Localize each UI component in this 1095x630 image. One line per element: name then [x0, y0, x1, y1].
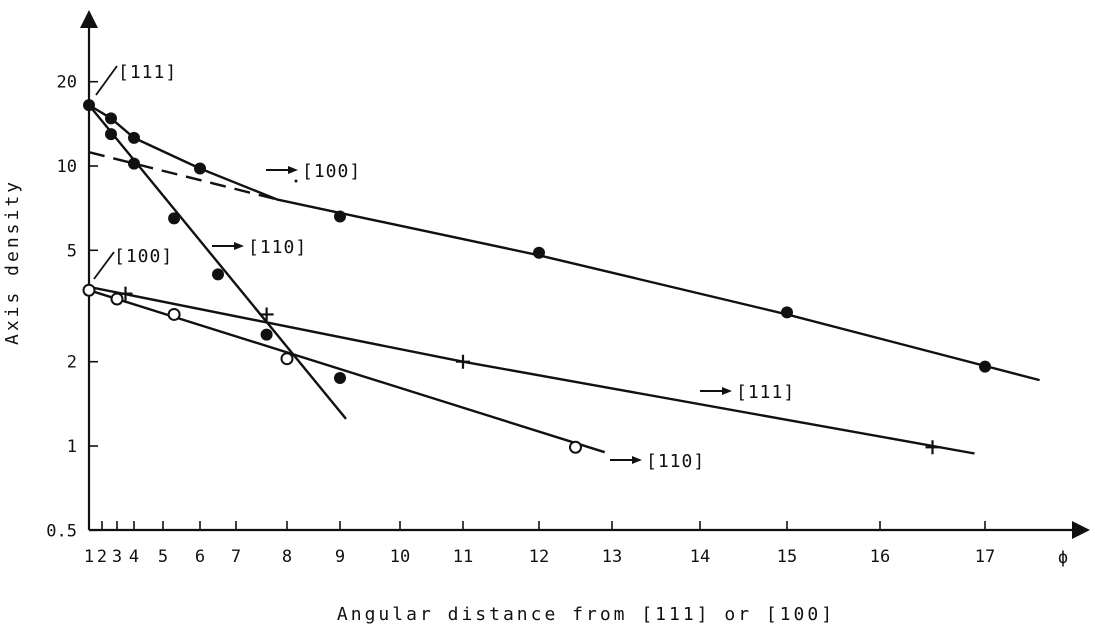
series-line-5 [88, 289, 606, 454]
y-tick-label: 2 [67, 353, 77, 373]
x-tick-label: 8 [282, 547, 292, 567]
x-tick-label: 12 [529, 547, 549, 567]
x-tick-label: 16 [870, 547, 890, 567]
series-lines [88, 104, 1040, 455]
x-axis-title: Angular distance from [111] or [100] [337, 604, 835, 625]
x-tick-label: 7 [231, 547, 241, 567]
x-tick-label: 1 [84, 547, 94, 567]
filled-circle-point [105, 112, 117, 125]
axes [80, 10, 1090, 539]
series-label-2: [110] [248, 237, 307, 258]
x-axis-end-label: ϕ [1058, 548, 1068, 568]
series-labels: [110] [100] [111] [110] [111] [100] [93, 62, 795, 472]
data-points [82, 99, 991, 455]
y-tick-label: 1 [67, 437, 77, 457]
filled-circle-point [83, 99, 95, 112]
filled-circle-point [979, 360, 991, 373]
filled-circle-point [128, 131, 140, 144]
annotation-leader-100 [93, 251, 115, 280]
series-line-1 [88, 104, 1040, 382]
x-axis-arrow [1072, 521, 1090, 539]
y-tick-label: 10 [57, 157, 77, 177]
x-tick-label: 2 [97, 547, 107, 567]
plus-point [456, 354, 470, 369]
x-tick-label: 6 [195, 547, 205, 567]
open-circle-point [280, 352, 294, 366]
series-line-3 [88, 151, 278, 201]
plus-point [259, 307, 274, 322]
open-circle-point [110, 292, 124, 306]
label-arrow-2-head [234, 242, 244, 250]
x-tick-label: 10 [390, 547, 410, 567]
filled-circle-point [334, 210, 346, 223]
open-circle-point [167, 307, 181, 321]
x-tick-label: 5 [158, 547, 168, 567]
label-arrow-4-head [722, 387, 732, 395]
series-line-2 [88, 104, 347, 420]
y-tick-label: 20 [57, 73, 77, 93]
filled-circle-point [533, 246, 545, 259]
filled-circle-point [128, 157, 140, 170]
y-tick-label: 5 [67, 241, 77, 261]
open-circle-point [82, 283, 96, 297]
plus-point [118, 286, 133, 301]
x-tick-label: 9 [335, 547, 345, 567]
filled-circle-point [781, 306, 793, 319]
series-label-4: [111] [736, 382, 795, 403]
x-tick-label: 14 [690, 547, 710, 567]
x-tick-label: 13 [602, 547, 622, 567]
series-label-5: [110] [646, 451, 705, 472]
x-tick-label: 11 [453, 547, 473, 567]
y-tick-label: 0.5 [46, 521, 77, 541]
label-arrow-3-head [288, 166, 298, 174]
filled-circle-point [194, 162, 206, 175]
x-tick-label: 15 [777, 547, 797, 567]
filled-circle-point [212, 268, 224, 281]
y-axis-arrow [80, 10, 98, 28]
filled-circle-point [334, 371, 346, 384]
x-tick-label: 17 [975, 547, 995, 567]
start-annotation-1: [111] [118, 62, 177, 83]
start-annotation-2: [100] [114, 246, 173, 267]
label-dot [294, 179, 298, 183]
series-label-3: [100] [302, 161, 361, 182]
x-tick-label: 3 [112, 547, 122, 567]
filled-circle-point [105, 128, 117, 141]
annotation-leader-111 [95, 65, 118, 96]
x-tick-label: 4 [129, 547, 139, 567]
y-axis-title: Axis density [2, 179, 23, 345]
plus-point [925, 440, 940, 455]
filled-circle-point [260, 328, 273, 341]
filled-circle-point [168, 212, 181, 225]
open-circle-point [569, 440, 582, 454]
label-arrow-5-head [632, 456, 642, 464]
